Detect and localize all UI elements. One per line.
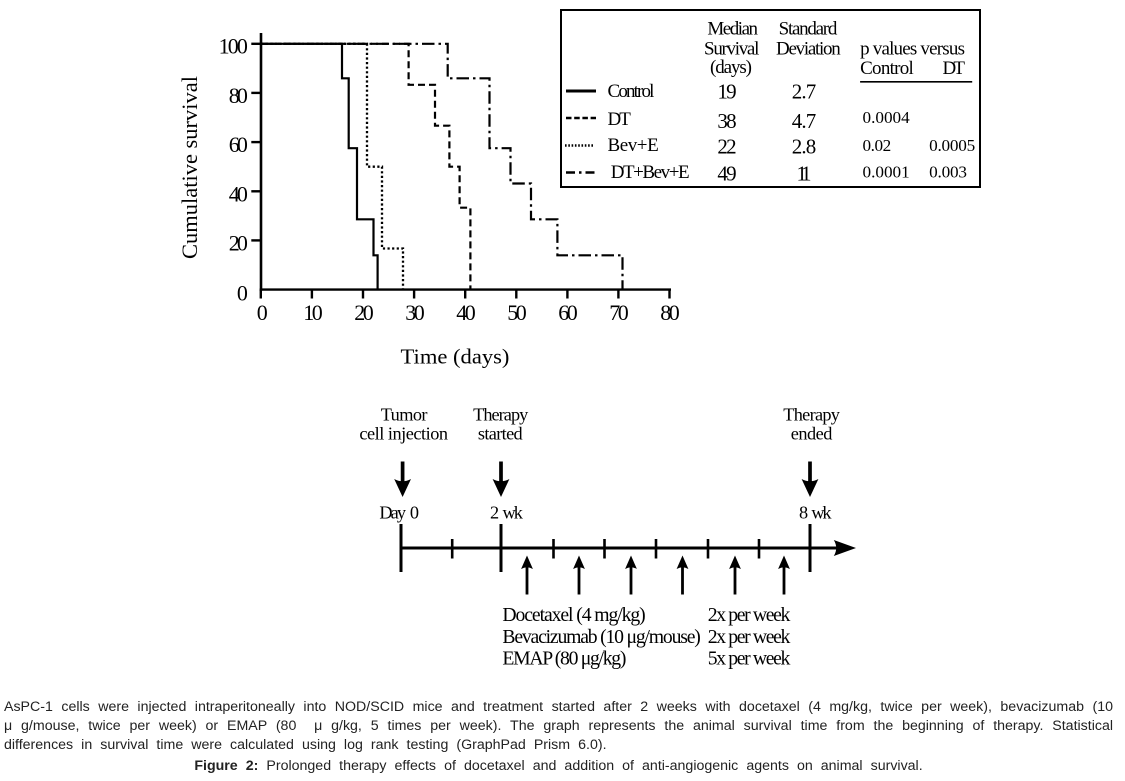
svg-text:0.0001: 0.0001	[863, 163, 910, 182]
svg-text:Control: Control	[860, 58, 914, 79]
svg-text:70: 70	[609, 300, 629, 325]
svg-text:2.8: 2.8	[792, 135, 817, 159]
svg-text:2 wk: 2 wk	[490, 503, 524, 523]
svg-text:Tumor: Tumor	[381, 405, 428, 425]
svg-text:Therapy: Therapy	[473, 405, 529, 425]
svg-text:22: 22	[717, 135, 736, 159]
svg-text:0.0004: 0.0004	[863, 108, 911, 127]
svg-text:0: 0	[237, 280, 248, 305]
svg-text:100: 100	[219, 33, 248, 58]
svg-text:2.7: 2.7	[792, 80, 817, 104]
svg-text:40: 40	[229, 181, 248, 206]
svg-text:10: 10	[303, 300, 323, 325]
svg-text:Docetaxel (4 mg/kg): Docetaxel (4 mg/kg)	[502, 604, 645, 626]
svg-text:20: 20	[354, 300, 374, 325]
svg-text:0.003: 0.003	[929, 163, 967, 182]
svg-text:Day 0: Day 0	[379, 503, 419, 523]
svg-text:80: 80	[229, 83, 248, 108]
svg-text:ended: ended	[791, 423, 833, 443]
svg-text:p values versus: p values versus	[860, 39, 965, 60]
svg-text:4.7: 4.7	[792, 109, 817, 133]
svg-text:Bev+E: Bev+E	[608, 135, 659, 156]
svg-text:Cumulative survival: Cumulative survival	[177, 76, 202, 259]
svg-text:19: 19	[717, 80, 736, 104]
svg-text:(days): (days)	[710, 57, 752, 78]
svg-text:38: 38	[717, 109, 736, 133]
svg-text:20: 20	[229, 230, 248, 255]
svg-text:49: 49	[717, 162, 736, 186]
svg-text:0: 0	[257, 300, 268, 325]
svg-text:50: 50	[507, 300, 527, 325]
svg-text:started: started	[478, 423, 523, 443]
svg-text:60: 60	[229, 132, 248, 157]
svg-text:8 wk: 8 wk	[799, 503, 832, 523]
svg-text:30: 30	[405, 300, 425, 325]
svg-text:DT: DT	[943, 58, 966, 79]
svg-text:Deviation: Deviation	[776, 38, 841, 59]
svg-text:40: 40	[456, 300, 476, 325]
svg-text:2x per week: 2x per week	[708, 626, 791, 648]
svg-text:Survival: Survival	[704, 38, 759, 59]
svg-text:EMAP (80 μg/kg): EMAP (80 μg/kg)	[502, 647, 626, 669]
svg-text:Bevacizumab (10 μg/mouse): Bevacizumab (10 μg/mouse)	[502, 626, 700, 648]
svg-text:5x per week: 5x per week	[708, 647, 791, 669]
svg-text:0.0005: 0.0005	[929, 136, 975, 155]
svg-text:2x per week: 2x per week	[708, 604, 791, 626]
svg-text:Therapy: Therapy	[783, 405, 840, 425]
svg-text:DT+Bev+E: DT+Bev+E	[611, 162, 690, 183]
svg-text:11: 11	[797, 162, 812, 186]
svg-text:60: 60	[558, 300, 578, 325]
svg-text:Control: Control	[608, 81, 655, 102]
svg-text:Standard: Standard	[779, 18, 838, 39]
svg-text:0.02: 0.02	[863, 136, 892, 155]
svg-text:Median: Median	[707, 18, 758, 39]
svg-text:DT: DT	[608, 109, 632, 130]
svg-text:Time (days): Time (days)	[401, 345, 510, 369]
svg-text:80: 80	[660, 300, 680, 325]
svg-text:cell injection: cell injection	[359, 423, 448, 443]
